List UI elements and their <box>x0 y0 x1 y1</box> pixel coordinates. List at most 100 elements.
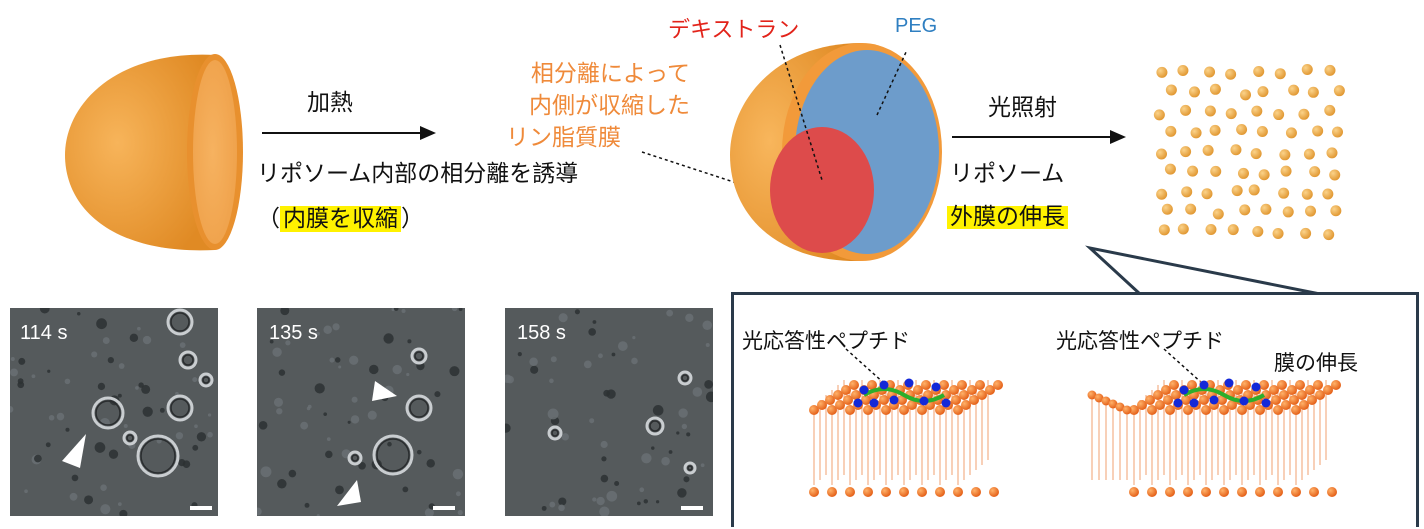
speckle <box>681 423 688 430</box>
vesicle-inner <box>687 465 693 471</box>
speckle <box>97 382 106 391</box>
particle <box>1248 184 1260 196</box>
speckle <box>600 440 608 449</box>
particle <box>1253 65 1265 77</box>
particle <box>1282 206 1294 218</box>
speckle <box>558 504 565 512</box>
vesicle-inner <box>376 438 410 472</box>
vesicle <box>198 372 214 388</box>
peptide-residue <box>1173 398 1183 408</box>
vesicle-inner <box>140 438 176 474</box>
lipid-head <box>913 385 923 395</box>
lipid-head <box>881 405 891 415</box>
peptide-residue <box>1239 396 1249 406</box>
speckle <box>676 431 680 435</box>
inner-shrink-highlight: 内膜を収縮 <box>280 206 401 232</box>
speckle <box>10 357 15 362</box>
particle <box>1180 146 1192 158</box>
speckle <box>402 486 409 493</box>
speckle <box>416 449 422 455</box>
vesicle-inner <box>170 312 190 332</box>
particle <box>1307 86 1319 98</box>
dispersed-particles <box>1153 63 1345 241</box>
vesicle-inner <box>170 398 190 418</box>
membrane-extension-label: 膜の伸長 <box>1274 351 1358 375</box>
peptide-residue <box>931 382 941 392</box>
vesicle <box>677 370 693 386</box>
lipid-head <box>835 400 845 410</box>
speckle <box>56 412 65 421</box>
speckle <box>285 340 291 346</box>
particle <box>1187 165 1199 177</box>
lipid-head <box>1255 405 1265 415</box>
speckle <box>449 366 460 377</box>
lipid-head <box>1331 380 1341 390</box>
light-irradiation-label: 光照射 <box>988 95 1057 121</box>
speckle <box>601 456 607 462</box>
particle <box>1333 85 1345 97</box>
speckle <box>48 415 55 421</box>
speckle <box>458 308 463 311</box>
lipid-head <box>1101 396 1111 406</box>
speckle <box>326 437 331 442</box>
lipid-head <box>863 487 873 497</box>
speckle <box>643 499 649 504</box>
speckle <box>123 423 128 428</box>
lipid-head <box>861 395 871 405</box>
particle <box>1165 125 1177 137</box>
lipid-head <box>961 400 971 410</box>
arrow-right-2 <box>952 130 1126 144</box>
particle <box>1288 84 1300 96</box>
speckle <box>639 487 645 493</box>
speckle <box>334 357 341 363</box>
speckle <box>300 421 309 430</box>
speckle <box>278 369 286 376</box>
lipid-head <box>867 380 877 390</box>
lipid-head <box>863 405 873 415</box>
lipid-head <box>1201 405 1211 415</box>
speckle <box>614 480 620 486</box>
speckle <box>194 424 198 429</box>
lipid-head <box>985 385 995 395</box>
speckle <box>192 444 199 451</box>
speckle <box>369 364 379 375</box>
vesicle-inner <box>95 400 121 426</box>
peptide-leader-left <box>845 348 895 393</box>
lipid-head <box>1241 380 1251 390</box>
speckle <box>358 461 366 470</box>
speckle <box>304 502 310 508</box>
lipid-head <box>1122 405 1132 415</box>
membrane-detail-panel: 光応答性ペプチド 光応答性ペプチド 膜の伸長 <box>731 292 1419 527</box>
lipid-head <box>935 487 945 497</box>
speckle <box>541 505 547 511</box>
particle <box>1300 227 1312 239</box>
lipid-head <box>899 487 909 497</box>
lipid-head <box>1233 385 1243 395</box>
lipid-head <box>1137 400 1147 410</box>
lipid-head <box>1313 380 1323 390</box>
vesicle-inner <box>649 420 661 432</box>
speckle <box>558 313 568 323</box>
speckle <box>117 502 122 507</box>
particle <box>1239 204 1251 216</box>
speckle <box>280 308 290 316</box>
speckle <box>617 341 628 351</box>
lipid-head <box>1315 390 1325 400</box>
vesicle <box>122 430 138 446</box>
speckle <box>705 342 710 347</box>
speckle <box>547 408 559 420</box>
lipid-head <box>1307 395 1317 405</box>
speckle <box>107 357 114 364</box>
speckle <box>387 441 392 447</box>
lipid-bilayer-left <box>809 378 1003 497</box>
peptide-residue <box>904 378 914 388</box>
particle <box>1256 125 1268 137</box>
speckle <box>316 514 320 516</box>
vesicle <box>178 350 198 370</box>
speckle <box>383 333 394 344</box>
speckle <box>351 396 358 403</box>
lipid-head <box>1183 405 1193 415</box>
lipid-head <box>907 400 917 410</box>
lipid-head <box>1165 405 1175 415</box>
vesicle-inner <box>409 398 429 418</box>
